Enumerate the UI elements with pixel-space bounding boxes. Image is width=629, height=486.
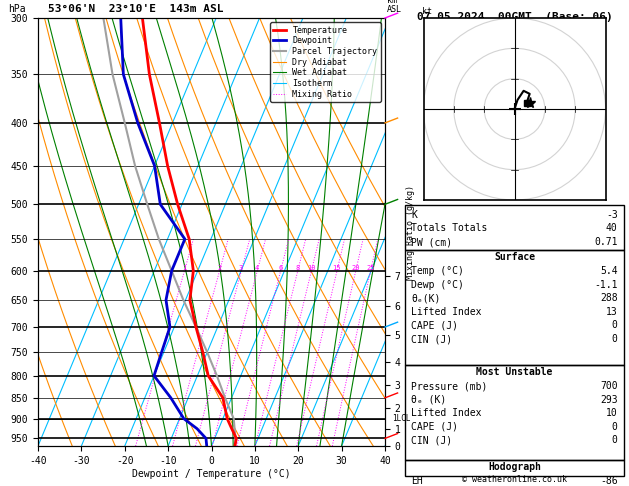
Text: 40: 40 xyxy=(606,224,618,233)
Text: CAPE (J): CAPE (J) xyxy=(411,422,459,432)
Text: Mixing Ratio (g/kg): Mixing Ratio (g/kg) xyxy=(406,185,415,279)
Text: kt: kt xyxy=(421,7,431,17)
Text: 0: 0 xyxy=(611,435,618,446)
Text: 0: 0 xyxy=(611,320,618,330)
Text: -3: -3 xyxy=(606,210,618,220)
Text: 10: 10 xyxy=(307,265,316,271)
Text: 700: 700 xyxy=(600,381,618,391)
Text: θₑ(K): θₑ(K) xyxy=(411,293,441,303)
Text: 13: 13 xyxy=(606,307,618,317)
Text: CAPE (J): CAPE (J) xyxy=(411,320,459,330)
Text: 53°06'N  23°10'E  143m ASL: 53°06'N 23°10'E 143m ASL xyxy=(48,4,223,14)
Bar xyxy=(404,205,625,250)
Text: Pressure (mb): Pressure (mb) xyxy=(411,381,488,391)
Bar xyxy=(404,365,625,460)
Text: Hodograph: Hodograph xyxy=(488,463,541,472)
Text: K: K xyxy=(411,210,417,220)
Text: θₑ (K): θₑ (K) xyxy=(411,395,447,405)
Text: CIN (J): CIN (J) xyxy=(411,435,453,446)
Text: 25: 25 xyxy=(366,265,375,271)
Text: Dewp (°C): Dewp (°C) xyxy=(411,279,464,290)
Text: 07.05.2024  00GMT  (Base: 06): 07.05.2024 00GMT (Base: 06) xyxy=(416,12,613,22)
Text: PW (cm): PW (cm) xyxy=(411,237,453,247)
Text: Temp (°C): Temp (°C) xyxy=(411,266,464,276)
Text: 10: 10 xyxy=(606,408,618,418)
Text: 0: 0 xyxy=(611,334,618,344)
Text: Surface: Surface xyxy=(494,252,535,262)
Text: 5.4: 5.4 xyxy=(600,266,618,276)
Text: EH: EH xyxy=(411,476,423,486)
Text: hPa: hPa xyxy=(8,4,26,14)
Text: Totals Totals: Totals Totals xyxy=(411,224,488,233)
Bar xyxy=(404,250,625,365)
Text: 0.71: 0.71 xyxy=(594,237,618,247)
Text: 1: 1 xyxy=(182,265,186,271)
Text: Most Unstable: Most Unstable xyxy=(476,367,553,378)
Text: CIN (J): CIN (J) xyxy=(411,334,453,344)
Text: Lifted Index: Lifted Index xyxy=(411,408,482,418)
Text: -86: -86 xyxy=(600,476,618,486)
Text: Lifted Index: Lifted Index xyxy=(411,307,482,317)
Text: © weatheronline.co.uk: © weatheronline.co.uk xyxy=(462,474,567,484)
Text: 6: 6 xyxy=(279,265,282,271)
Bar xyxy=(404,460,625,476)
Text: 2: 2 xyxy=(217,265,221,271)
X-axis label: Dewpoint / Temperature (°C): Dewpoint / Temperature (°C) xyxy=(132,469,291,479)
Text: 293: 293 xyxy=(600,395,618,405)
Text: -1.1: -1.1 xyxy=(594,279,618,290)
Text: 0: 0 xyxy=(611,422,618,432)
Legend: Temperature, Dewpoint, Parcel Trajectory, Dry Adiabat, Wet Adiabat, Isotherm, Mi: Temperature, Dewpoint, Parcel Trajectory… xyxy=(270,22,381,102)
Text: 3: 3 xyxy=(239,265,243,271)
Text: 1LCL: 1LCL xyxy=(392,414,411,423)
Text: 288: 288 xyxy=(600,293,618,303)
Text: 8: 8 xyxy=(296,265,300,271)
Text: km
ASL: km ASL xyxy=(387,0,402,14)
Text: 15: 15 xyxy=(333,265,341,271)
Text: 4: 4 xyxy=(255,265,259,271)
Text: 20: 20 xyxy=(352,265,360,271)
